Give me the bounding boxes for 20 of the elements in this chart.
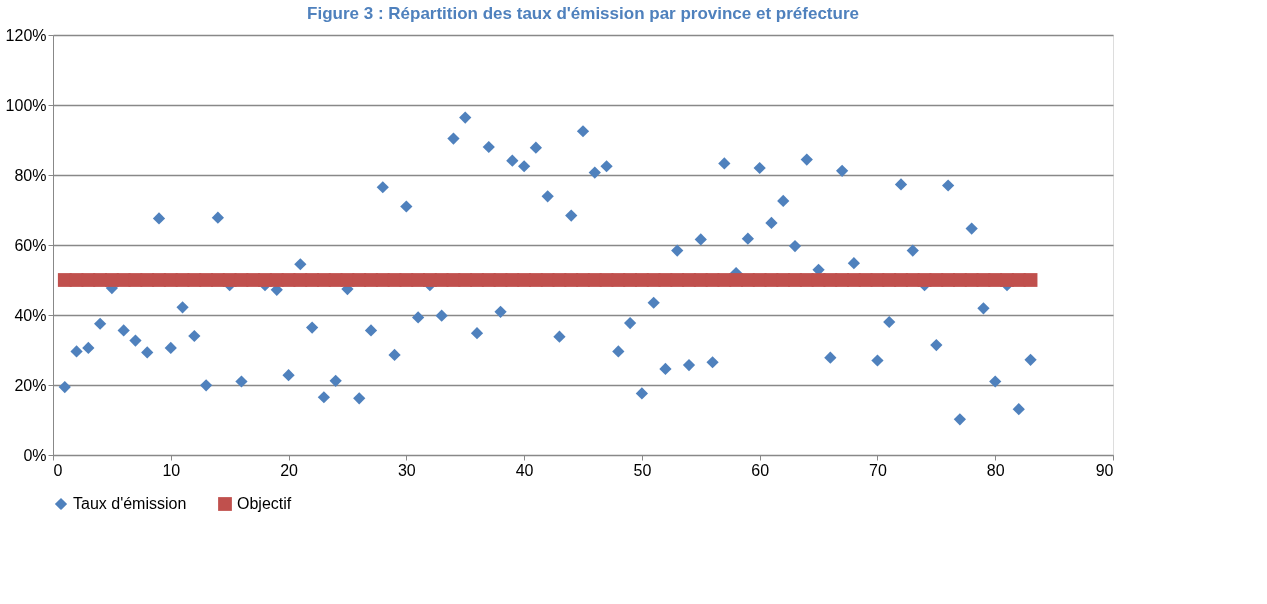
y-tick-label: 120% — [5, 26, 47, 44]
x-tick-label: 70 — [869, 461, 887, 479]
x-tick-label: 40 — [515, 461, 534, 479]
x-tick-label: 90 — [1095, 461, 1114, 479]
x-tick-label: 10 — [162, 461, 181, 479]
x-tick-label: 50 — [633, 461, 652, 479]
y-tick-label: 100% — [5, 96, 47, 114]
y-tick-label: 60% — [14, 236, 47, 254]
x-tick-label: 20 — [280, 461, 299, 479]
y-tick-label: 80% — [14, 166, 47, 184]
legend-label: Taux d'émission — [73, 495, 187, 512]
y-tick-label: 20% — [14, 376, 47, 394]
x-tick-label: 60 — [751, 461, 770, 479]
x-tick-label: 0 — [53, 461, 63, 479]
y-tick-label: 0% — [23, 446, 47, 464]
y-tick-label: 40% — [14, 306, 47, 324]
legend-label: Objectif — [237, 495, 292, 512]
x-tick-label: 30 — [397, 461, 416, 479]
x-tick-label: 80 — [986, 461, 1005, 479]
chart-title: Figure 3 : Répartition des taux d'émission par province et préfecture — [307, 4, 859, 23]
